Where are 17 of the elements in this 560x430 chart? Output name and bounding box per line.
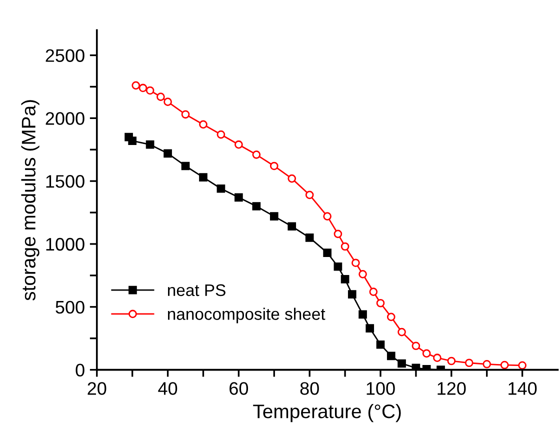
y-tick-label: 500 — [56, 300, 84, 314]
y-tick-label: 1500 — [46, 175, 84, 188]
x-tick-label: 20 — [88, 382, 106, 395]
legend-label: neat PS — [168, 284, 226, 296]
y-tick-label: 2500 — [46, 49, 84, 62]
y-axis-title: storage modulus (MPa) — [21, 100, 40, 300]
x-tick-label: 80 — [300, 382, 319, 395]
x-tick-label: 120 — [438, 382, 466, 395]
x-tick-label: 140 — [508, 382, 537, 395]
x-tick-label: 100 — [366, 382, 395, 395]
y-tick-label: 2000 — [46, 112, 84, 125]
y-tick-label: 1000 — [46, 238, 84, 251]
x-axis-title: Temperature (°C) — [253, 404, 401, 422]
x-tick-label: 40 — [158, 382, 178, 395]
legend-label: nanocomposite sheet — [168, 308, 326, 324]
y-tick-label: 0 — [76, 364, 84, 377]
x-tick-label: 60 — [230, 382, 248, 395]
